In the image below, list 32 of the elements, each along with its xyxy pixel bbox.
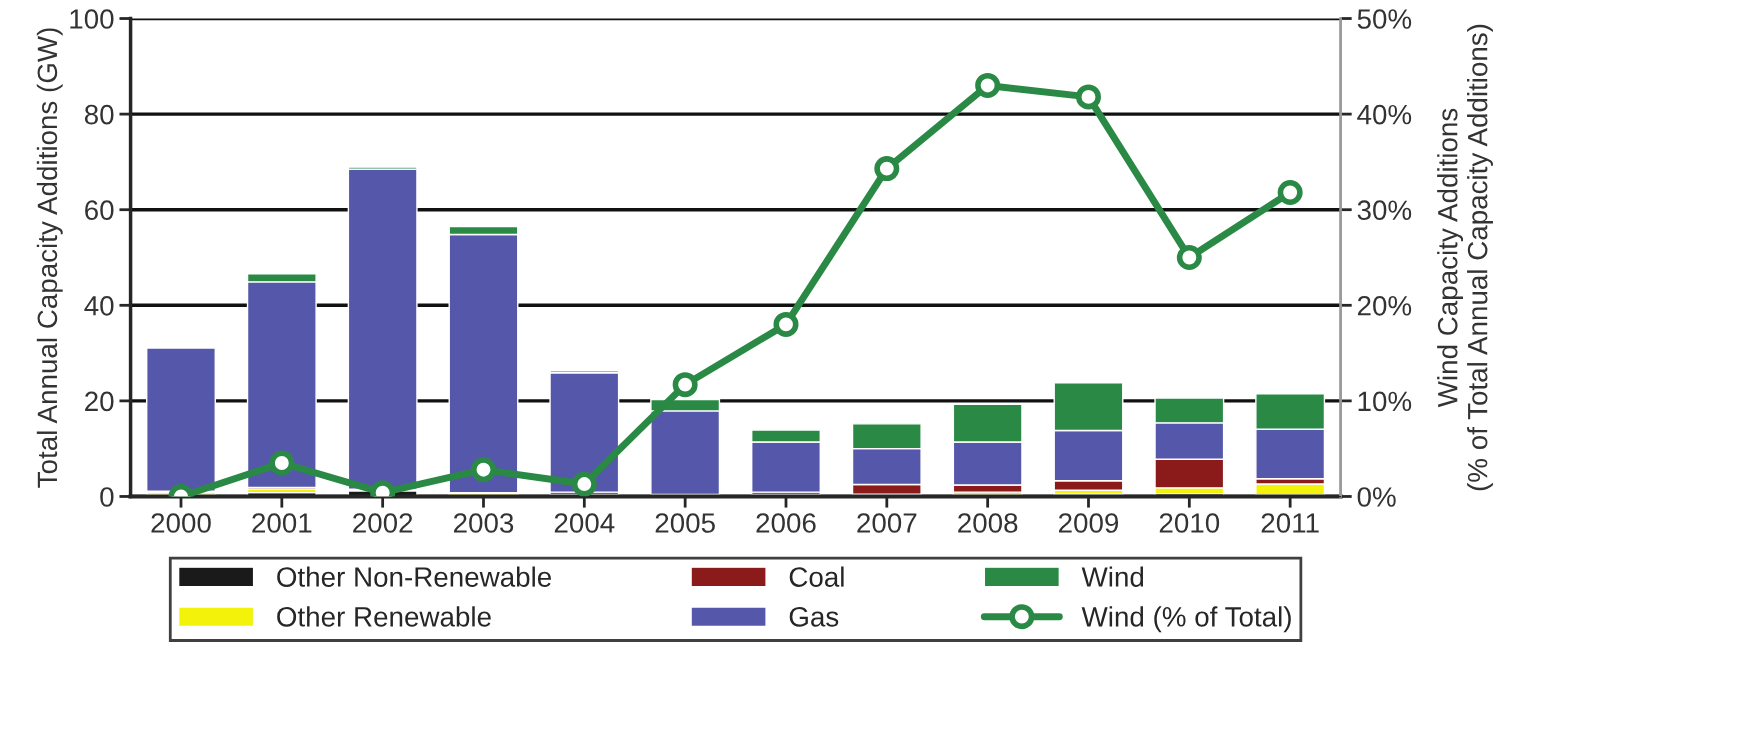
x-tick-label: 2011 [1261,513,1319,533]
legend-label: Other Renewable [277,606,491,627]
x-tick-label: 2009 [1058,513,1119,533]
y-tick-label: 40 [84,295,114,316]
x-tick-label: 2004 [554,513,615,533]
y-tick-label: 20 [85,391,114,412]
legend-label: Other Non-Renewable [277,566,551,587]
x-tick-label: 2001 [252,513,312,533]
y-tick-label: 60 [85,200,114,221]
y2-tick-label: 50% [1357,9,1412,29]
y2-tick-label: 40% [1357,104,1412,125]
x-tick-label: 2010 [1159,513,1220,533]
y2-tick-label: 10% [1358,391,1412,412]
y-tick-label: 80 [84,104,114,125]
x-tick-label: 2000 [151,513,211,533]
y-tick-label: 0 [100,487,114,507]
y2-axis-title: Wind Capacity Additions (% of Total Annual Capacity Additions) [1437,24,1493,491]
legend-label: Gas [789,607,839,627]
y2-tick-label: 20% [1357,295,1412,316]
legend-label: Wind (% of Total) [1081,606,1291,633]
legend-label: Coal [789,566,844,587]
x-tick-label: 2007 [857,513,917,533]
legend-label: Wind [1081,566,1144,587]
y-tick-label: 100 [70,9,114,29]
x-tick-label: 2003 [453,513,514,533]
x-tick-label: 2002 [353,513,413,533]
y2-tick-label: 30% [1357,200,1412,221]
y2-tick-label: 0% [1357,487,1396,507]
x-tick-label: 2006 [756,513,816,533]
y-axis-title: Total Annual Capacity Additions (GW) [36,28,63,488]
x-tick-label: 2008 [958,513,1018,533]
x-tick-label: 2005 [655,513,715,533]
